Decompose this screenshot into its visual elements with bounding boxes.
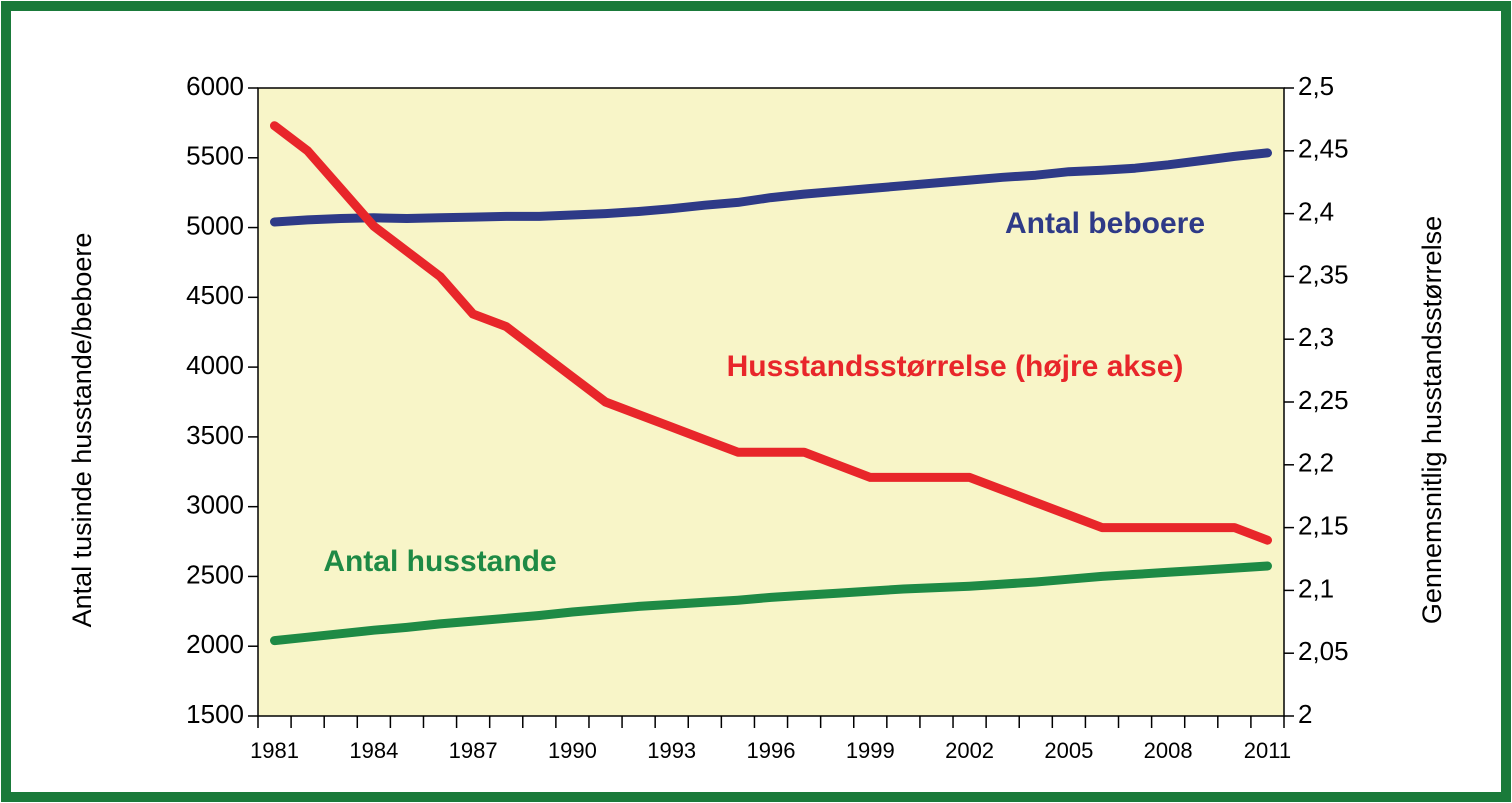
y-tick-label: 3000 [186, 490, 244, 520]
y-tick-label: 6000 [186, 71, 244, 101]
x-tick-label: 2005 [1044, 738, 1093, 763]
plot-area [257, 87, 1285, 717]
y2-tick-label: 2,05 [1298, 636, 1349, 666]
y2-axis-label: Gennemsnitlig husstandsstørrelse [1417, 216, 1447, 624]
y2-tick-label: 2,5 [1298, 71, 1334, 101]
x-tick-label: 1993 [647, 738, 696, 763]
y2-tick-label: 2,2 [1298, 448, 1334, 478]
y-tick-label: 2500 [186, 559, 244, 589]
x-tick-label: 1996 [747, 738, 796, 763]
x-tick-label: 1984 [349, 738, 398, 763]
y-tick-label: 1500 [186, 699, 244, 729]
y2-tick-label: 2,25 [1298, 385, 1349, 415]
y2-tick-label: 2 [1298, 699, 1312, 729]
x-tick-label: 2011 [1244, 738, 1291, 763]
series-line [270, 561, 1272, 646]
x-tick-label: 1990 [548, 738, 597, 763]
series-label: Antal beboere [1005, 207, 1205, 240]
y-tick-label: 4500 [186, 280, 244, 310]
x-tick-label: 1999 [846, 738, 895, 763]
series-line [270, 148, 1272, 227]
y2-tick-label: 2,4 [1298, 196, 1334, 226]
y2-tick-label: 2,3 [1298, 322, 1334, 352]
series-label: Antal husstande [323, 545, 556, 578]
x-tick-label: 2002 [945, 738, 994, 763]
y-tick-label: 5500 [186, 141, 244, 171]
y2-tick-label: 2,45 [1298, 134, 1349, 164]
y2-tick-label: 2,15 [1298, 510, 1349, 540]
y-axis-label: Antal tusinde husstande/beboere [67, 233, 97, 628]
y2-tick-label: 2,1 [1298, 573, 1334, 603]
y-tick-label: 3500 [186, 420, 244, 450]
y-tick-label: 5000 [186, 210, 244, 240]
x-tick-label: 2008 [1144, 738, 1193, 763]
x-tick-label: 1981 [250, 738, 299, 763]
y-tick-label: 4000 [186, 350, 244, 380]
series-line [270, 121, 1272, 545]
y2-tick-label: 2,35 [1298, 259, 1349, 289]
y-tick-label: 2000 [186, 629, 244, 659]
series-label: Husstandsstørrelse (højre akse) [727, 350, 1184, 383]
x-tick-label: 1987 [449, 738, 498, 763]
